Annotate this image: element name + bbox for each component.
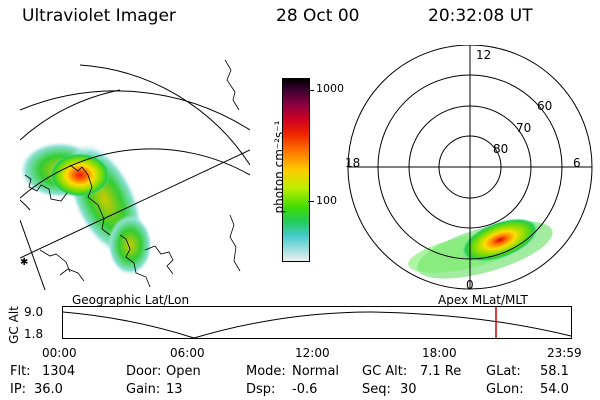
status-ip-value: 36.0 bbox=[34, 382, 63, 397]
instrument-title: Ultraviolet Imager bbox=[22, 6, 176, 26]
altitude-timeline bbox=[62, 306, 572, 339]
svg-text:✱: ✱ bbox=[20, 257, 28, 268]
lat-arc bbox=[79, 64, 250, 166]
timeline-x-tick: 18:00 bbox=[422, 346, 457, 360]
aurora-oval-right bbox=[408, 218, 553, 279]
colorbar-tick-label: 100 bbox=[316, 194, 337, 207]
mlt-label-top: 12 bbox=[476, 48, 491, 62]
status-dsp-value: -0.6 bbox=[292, 382, 318, 397]
status-glat-key: GLat: bbox=[486, 364, 521, 379]
timeline-x-tick: 12:00 bbox=[295, 346, 330, 360]
status-flt-key: Flt: bbox=[10, 364, 31, 379]
colorbar-label: photon cm⁻²s⁻¹ bbox=[272, 120, 286, 214]
date-label: 28 Oct 00 bbox=[276, 6, 360, 26]
lat-label: 60 bbox=[537, 99, 552, 113]
status-gcalt-value: 7.1 Re bbox=[420, 364, 462, 379]
status-glon-value: 54.0 bbox=[540, 382, 569, 397]
polar-plot: 12 18 6 0 60 70 80 bbox=[345, 45, 593, 292]
time-label: 20:32:08 UT bbox=[428, 6, 533, 26]
status-glon-key: GLon: bbox=[486, 382, 524, 397]
colorbar bbox=[282, 78, 310, 262]
timeline-x-tick: 00:00 bbox=[42, 346, 77, 360]
timeline-axis-label-wrap: GC Alt bbox=[7, 305, 21, 345]
status-dsp-key: Dsp: bbox=[246, 382, 276, 397]
left-plot-title: Geographic Lat/Lon bbox=[72, 293, 190, 307]
timeline-x-tick: 06:00 bbox=[170, 346, 205, 360]
status-ip-key: IP: bbox=[10, 382, 27, 397]
status-gain-key: Gain: bbox=[126, 382, 161, 397]
timeline-y-tick: 9.0 bbox=[24, 305, 44, 319]
lat-arc bbox=[20, 89, 121, 141]
status-door-value: Open bbox=[166, 364, 201, 379]
status-seq-key: Seq: bbox=[362, 382, 391, 397]
timeline-y-tick: 1.8 bbox=[24, 327, 44, 341]
lat-label: 80 bbox=[493, 142, 508, 156]
geographic-map: ✱ bbox=[20, 59, 250, 290]
status-seq-value: 30 bbox=[400, 382, 417, 397]
status-flt-value: 1304 bbox=[42, 364, 76, 379]
colorbar-tick bbox=[308, 90, 314, 91]
timeline-x-tick: 23:59 bbox=[547, 346, 582, 360]
status-mode-key: Mode: bbox=[246, 364, 286, 379]
timeline-axis-label: GC Alt bbox=[7, 306, 21, 344]
lat-label: 70 bbox=[516, 121, 531, 135]
status-glat-value: 58.1 bbox=[540, 364, 569, 379]
mlt-label-left: 18 bbox=[345, 156, 360, 170]
colorbar-tick-label: 1000 bbox=[316, 82, 344, 95]
mlt-label-right: 6 bbox=[573, 156, 581, 170]
status-gain-value: 13 bbox=[166, 382, 183, 397]
colorbar-tick bbox=[308, 201, 314, 202]
status-door-key: Door: bbox=[126, 364, 162, 379]
right-plot-title: Apex MLat/MLT bbox=[438, 293, 528, 307]
coastlines bbox=[24, 59, 241, 288]
status-gcalt-key: GC Alt: bbox=[362, 364, 408, 379]
altitude-curve bbox=[62, 311, 572, 339]
status-mode-value: Normal bbox=[292, 364, 340, 379]
mlt-label-bottom: 0 bbox=[466, 278, 474, 292]
aurora-band-left bbox=[20, 142, 152, 275]
